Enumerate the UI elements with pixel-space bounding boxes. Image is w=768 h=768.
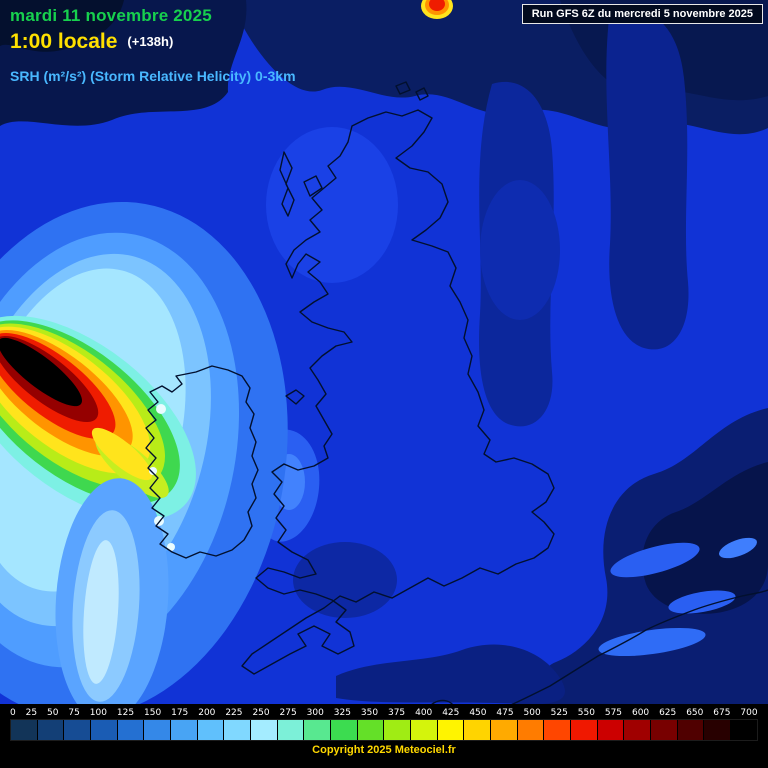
- legend-tick: 375: [387, 708, 406, 718]
- legend-ticks: 0 25 50 75 100 125 150 175 200 225 250 275 300 325 350…: [10, 708, 758, 718]
- legend-tick: 450: [469, 708, 487, 718]
- legend-cell: [624, 720, 652, 740]
- legend-tick: 25: [25, 708, 38, 718]
- legend-tick: 300: [306, 708, 324, 718]
- legend: 0 25 50 75 100 125 150 175 200 225 250 275 300 325 350…: [0, 704, 768, 768]
- legend-cell: [224, 720, 252, 740]
- legend-cell: [37, 720, 65, 740]
- legend-cell: [331, 720, 358, 740]
- legend-cell: [384, 720, 412, 740]
- legend-tick: 325: [333, 708, 351, 718]
- legend-tick: 675: [713, 708, 731, 718]
- legend-cell: [117, 720, 145, 740]
- coastline-isle-of-man: [285, 389, 305, 405]
- legend-cell: [144, 720, 172, 740]
- legend-cell: [517, 720, 545, 740]
- legend-tick: 600: [631, 708, 650, 718]
- legend-cell: [544, 720, 572, 740]
- legend-tick: 275: [279, 708, 297, 718]
- legend-tick: 500: [523, 708, 541, 718]
- legend-tick: 0: [10, 708, 16, 718]
- legend-cell: [411, 720, 438, 740]
- legend-cell: [704, 720, 732, 740]
- left-column-light: [55, 478, 169, 722]
- legend-cell: [277, 720, 305, 740]
- legend-tick: 100: [89, 708, 107, 718]
- legend-tick: 525: [550, 708, 568, 718]
- top-edge-hotspot: [421, 0, 453, 19]
- legend-tick: 50: [47, 708, 59, 718]
- legend-cell: [197, 720, 225, 740]
- legend-tick: 475: [496, 708, 514, 718]
- legend-cell: [437, 720, 465, 740]
- legend-tick: 425: [442, 708, 460, 718]
- legend-cell: [571, 720, 598, 740]
- legend-cell: [464, 720, 492, 740]
- legend-cell: [677, 720, 705, 740]
- coastline-hebrides: [279, 151, 295, 217]
- legend-cell: [491, 720, 518, 740]
- legend-cell: [11, 720, 38, 740]
- legend-tick: 225: [225, 708, 243, 718]
- legend-tick: 400: [415, 708, 433, 718]
- legend-tick: 200: [198, 708, 216, 718]
- legend-tick: 650: [686, 708, 704, 718]
- legend-cell: [357, 720, 385, 740]
- legend-tick: 250: [252, 708, 270, 718]
- legend-cell: [597, 720, 625, 740]
- legend-cell: [251, 720, 278, 740]
- legend-tick: 175: [171, 708, 189, 718]
- coastline-great-britain: [241, 109, 555, 675]
- legend-tick: 75: [68, 708, 80, 718]
- legend-cell: [64, 720, 92, 740]
- legend-tick: 550: [577, 708, 595, 718]
- legend-tick: 150: [144, 708, 162, 718]
- coastline-skye: [303, 175, 323, 197]
- legend-tick: 350: [360, 708, 379, 718]
- legend-tick: 700: [740, 708, 758, 718]
- legend-tick: 125: [116, 708, 135, 718]
- copyright-label: Copyright 2025 Meteociel.fr: [312, 744, 456, 756]
- legend-cell: [91, 720, 118, 740]
- legend-cell: [171, 720, 198, 740]
- coastline-orkney: [395, 81, 429, 101]
- legend-cell: [651, 720, 678, 740]
- legend-tick: 625: [659, 708, 677, 718]
- legend-bar: [10, 719, 758, 741]
- legend-cell: [731, 720, 757, 740]
- coastline-ireland: [145, 365, 259, 559]
- coastal-specks: [149, 404, 175, 551]
- legend-tick: 575: [604, 708, 623, 718]
- legend-cell: [304, 720, 332, 740]
